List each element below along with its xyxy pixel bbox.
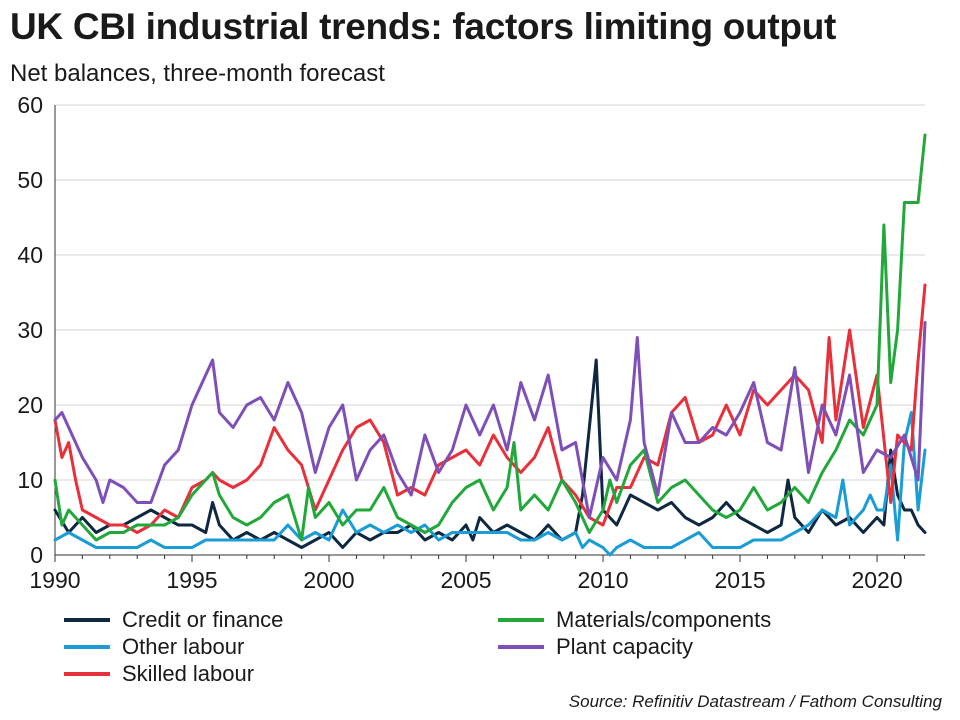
axes (54, 105, 925, 562)
series-line-skilled-labour (53, 283, 927, 534)
y-tick-label: 50 (17, 167, 43, 193)
y-tick-label: 0 (30, 542, 43, 568)
series-lines (53, 133, 927, 557)
y-tick-label: 10 (17, 467, 43, 493)
series-line-materials-components (53, 133, 927, 542)
y-tick-label: 60 (17, 92, 43, 118)
series-line-credit-or-finance (53, 358, 927, 549)
chart-subtitle: Net balances, three-month forecast (10, 60, 385, 87)
x-tick-label: 2010 (577, 567, 628, 593)
y-tick-label: 20 (17, 392, 43, 418)
x-tick-label: 2020 (851, 567, 902, 593)
source-note: Source: Refinitiv Datastream / Fathom Co… (568, 692, 942, 711)
series-line-plant-capacity (53, 321, 927, 519)
y-tick-label: 40 (17, 242, 43, 268)
chart-title: UK CBI industrial trends: factors limiti… (10, 6, 837, 47)
x-tick-label: 2000 (303, 567, 354, 593)
series-line-other-labour (53, 411, 927, 557)
y-tick-label: 30 (17, 317, 43, 343)
x-tick-label: 2015 (714, 567, 765, 593)
tick-labels: 0 10 20 30 40 50 60 1990 1995 2000 2005 2010 2015 202… (17, 92, 902, 593)
x-tick-label: 1995 (166, 567, 217, 593)
x-tick-label: 2005 (440, 567, 491, 593)
gridlines (55, 104, 925, 481)
x-tick-label: 1990 (29, 567, 80, 593)
